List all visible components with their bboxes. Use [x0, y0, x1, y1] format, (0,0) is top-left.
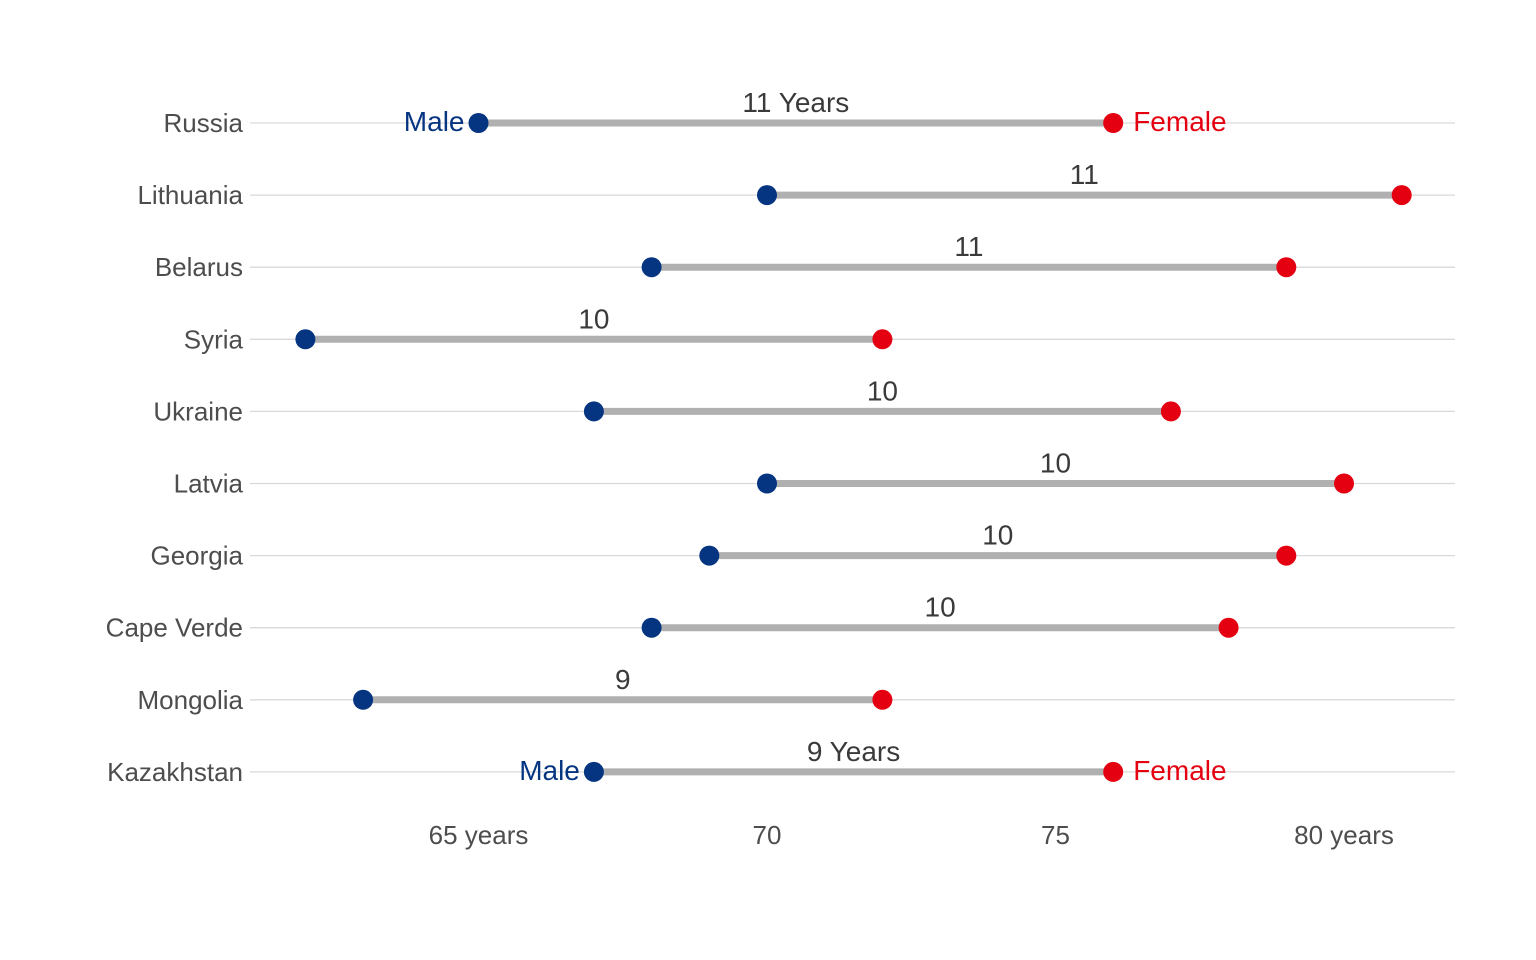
male-point-georgia — [699, 545, 720, 566]
category-label-belarus: Belarus — [155, 252, 243, 282]
gap-label-lithuania: 11 — [1070, 159, 1099, 190]
female-point-cape-verde — [1218, 617, 1239, 638]
male-point-cape-verde — [641, 617, 662, 638]
female-point-ukraine — [1160, 401, 1181, 422]
female-point-georgia — [1276, 545, 1297, 566]
data-points — [295, 113, 1412, 782]
x-tick-label-65: 65 years — [429, 820, 529, 850]
x-tick-label-70: 70 — [753, 820, 782, 850]
gap-label-russia: 11 Years — [742, 87, 849, 118]
gap-label-latvia: 10 — [1040, 448, 1071, 479]
gridlines — [250, 122, 1455, 773]
female-point-kazakhstan — [1103, 761, 1124, 782]
x-tick-label-75: 75 — [1041, 820, 1070, 850]
gap-label-belarus: 11 — [954, 231, 983, 262]
category-label-kazakhstan: Kazakhstan — [107, 757, 243, 787]
male-point-syria — [295, 329, 316, 350]
male-point-kazakhstan — [583, 761, 604, 782]
male-end-label-russia: Male — [404, 106, 465, 137]
chart-labels: Russia 11 Years Male Female Lithuania 11 Belar… — [106, 87, 1394, 850]
male-point-russia — [468, 113, 489, 133]
male-point-latvia — [757, 473, 777, 494]
category-label-lithuania: Lithuania — [137, 180, 243, 210]
gap-bars — [305, 119, 1402, 776]
gap-label-mongolia: 9 — [615, 664, 631, 695]
category-label-syria: Syria — [184, 324, 244, 354]
female-point-syria — [872, 329, 893, 350]
male-point-ukraine — [583, 401, 604, 422]
female-end-label-russia: Female — [1133, 106, 1226, 137]
male-point-lithuania — [757, 185, 777, 206]
gap-label-kazakhstan: 9 Years — [807, 736, 900, 767]
gap-label-cape-verde: 10 — [925, 592, 956, 623]
female-point-mongolia — [872, 689, 893, 710]
category-label-mongolia: Mongolia — [137, 685, 243, 715]
female-point-belarus — [1276, 257, 1297, 278]
male-point-belarus — [641, 257, 662, 278]
male-point-mongolia — [353, 689, 374, 710]
x-tick-label-80: 80 years — [1294, 820, 1394, 850]
category-label-cape-verde: Cape Verde — [106, 613, 243, 643]
category-label-russia: Russia — [164, 108, 244, 138]
gap-label-syria: 10 — [578, 303, 609, 334]
category-label-ukraine: Ukraine — [153, 396, 243, 426]
male-end-label-kazakhstan: Male — [519, 755, 580, 786]
gap-label-ukraine: 10 — [867, 375, 898, 406]
category-label-georgia: Georgia — [151, 541, 244, 571]
female-point-russia — [1103, 113, 1124, 133]
category-label-latvia: Latvia — [174, 469, 244, 499]
female-point-lithuania — [1391, 185, 1412, 206]
female-end-label-kazakhstan: Female — [1133, 755, 1226, 786]
gap-label-georgia: 10 — [982, 520, 1013, 551]
female-point-latvia — [1334, 473, 1354, 494]
